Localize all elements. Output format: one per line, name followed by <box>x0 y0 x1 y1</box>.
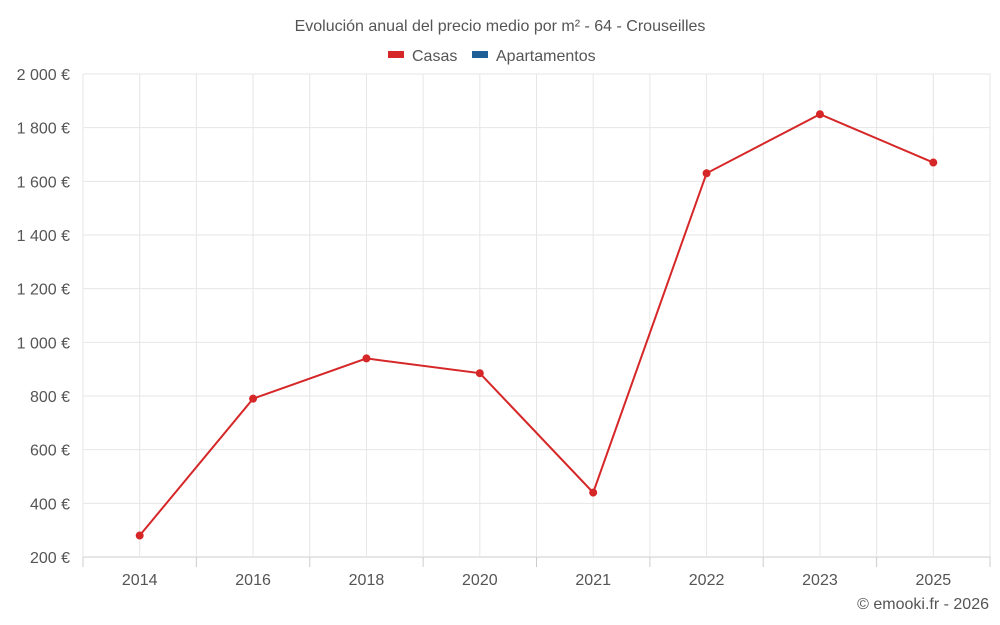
chart-title: Evolución anual del precio medio por m² … <box>295 18 706 35</box>
y-tick-label: 200 € <box>30 550 70 567</box>
credit-text[interactable]: © emooki.fr - 2026 <box>857 596 989 613</box>
series-line-casas <box>138 113 934 537</box>
x-tick-label: 2020 <box>462 572 498 589</box>
legend-swatch-casas[interactable] <box>388 51 404 58</box>
y-tick-label: 400 € <box>30 496 70 513</box>
data-point-casas[interactable] <box>249 394 258 403</box>
data-point-casas[interactable] <box>815 110 824 119</box>
x-tick-label: 2023 <box>802 572 838 589</box>
data-point-casas[interactable] <box>135 531 144 540</box>
series-casas <box>135 110 938 540</box>
y-tick-label: 800 € <box>30 389 70 406</box>
legend: Casas Apartamentos <box>388 48 596 65</box>
legend-label-casas[interactable]: Casas <box>412 48 457 65</box>
data-point-casas[interactable] <box>475 369 484 378</box>
x-tick-label: 2014 <box>122 572 158 589</box>
y-tick-label: 2 000 € <box>17 67 70 84</box>
y-tick-label: 600 € <box>30 443 70 460</box>
grid <box>82 73 991 558</box>
y-tick-label: 1 800 € <box>17 121 70 138</box>
y-tick-label: 1 600 € <box>17 174 70 191</box>
x-tick-label: 2018 <box>349 572 385 589</box>
x-axis: 2014 2016 2018 2020 2021 2022 2023 2025 <box>82 557 991 589</box>
data-point-casas[interactable] <box>589 488 598 497</box>
y-tick-label: 1 400 € <box>17 228 70 245</box>
y-tick-label: 1 000 € <box>17 335 70 352</box>
data-point-casas[interactable] <box>929 158 938 167</box>
x-tick-label: 2022 <box>689 572 725 589</box>
x-tick-label: 2021 <box>575 572 611 589</box>
data-point-casas[interactable] <box>702 169 711 178</box>
legend-label-apartamentos[interactable]: Apartamentos <box>496 48 596 65</box>
y-tick-label: 1 200 € <box>17 282 70 299</box>
data-point-casas[interactable] <box>362 354 371 363</box>
x-tick-label: 2016 <box>235 572 271 589</box>
y-axis: 200 € 400 € 600 € 800 € 1 000 € 1 200 € 1 400 … <box>17 67 70 567</box>
legend-swatch-apartamentos[interactable] <box>472 51 488 58</box>
x-tick-label: 2025 <box>916 572 952 589</box>
